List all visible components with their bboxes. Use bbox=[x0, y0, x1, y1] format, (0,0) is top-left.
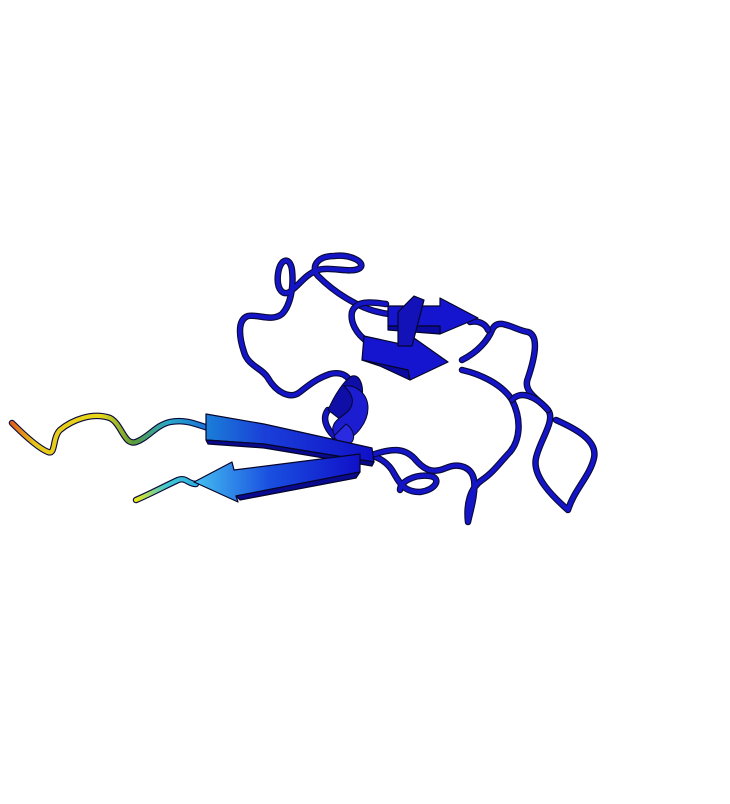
strand-linker bbox=[397, 295, 425, 347]
n-terminal-tail bbox=[8, 412, 212, 456]
loop-coils bbox=[236, 252, 598, 526]
beta-strand-lower-2 bbox=[193, 453, 361, 503]
alpha-helix bbox=[327, 375, 369, 445]
beta-strand-lower-1 bbox=[205, 413, 375, 467]
beta-strand-upper-2 bbox=[361, 335, 449, 381]
c-terminal-tail bbox=[132, 476, 200, 504]
